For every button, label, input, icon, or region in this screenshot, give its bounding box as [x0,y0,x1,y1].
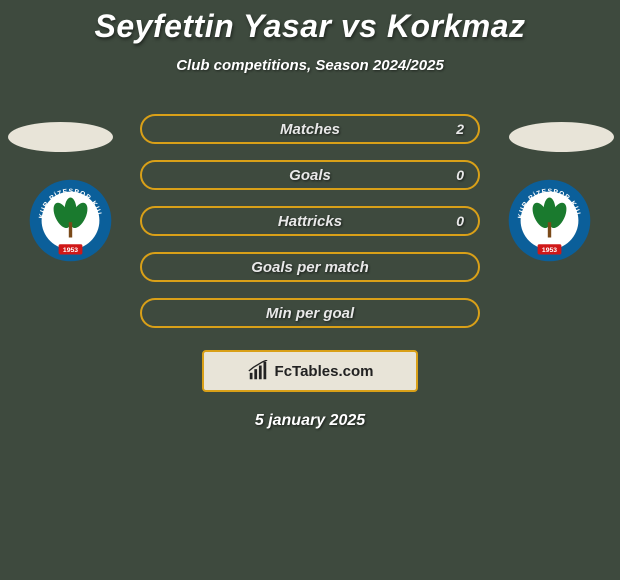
stat-row-goals: Goals 0 [140,160,480,190]
stat-label: Goals [289,167,331,184]
stat-label: Goals per match [251,259,369,276]
stat-row-matches: Matches 2 [140,114,480,144]
stat-value: 2 [456,121,464,137]
stat-label: Hattricks [278,213,342,230]
stat-value: 0 [456,167,464,183]
branding-box: FcTables.com [202,350,418,392]
player-photo-right [509,122,614,152]
stat-label: Matches [280,121,340,138]
club-badge-right: ÇAYKUR RİZESPOR KULÜBÜ 1953 [507,178,592,263]
subtitle: Club competitions, Season 2024/2025 [0,57,620,74]
page-title: Seyfettin Yasar vs Korkmaz [0,0,620,45]
player-photo-left [8,122,113,152]
club-badge-left: ÇAYKUR RİZESPOR KULÜBÜ 1953 [28,178,113,263]
stat-label: Min per goal [266,305,354,322]
date: 5 january 2025 [0,412,620,430]
stats-list: Matches 2 Goals 0 Hattricks 0 Goals per … [140,114,480,328]
stat-value: 0 [456,213,464,229]
svg-text:1953: 1953 [63,247,78,254]
chart-icon [247,360,269,382]
stat-row-min-per-goal: Min per goal [140,298,480,328]
branding-text: FcTables.com [275,363,374,380]
stat-row-goals-per-match: Goals per match [140,252,480,282]
stat-row-hattricks: Hattricks 0 [140,206,480,236]
svg-text:1953: 1953 [542,247,557,254]
